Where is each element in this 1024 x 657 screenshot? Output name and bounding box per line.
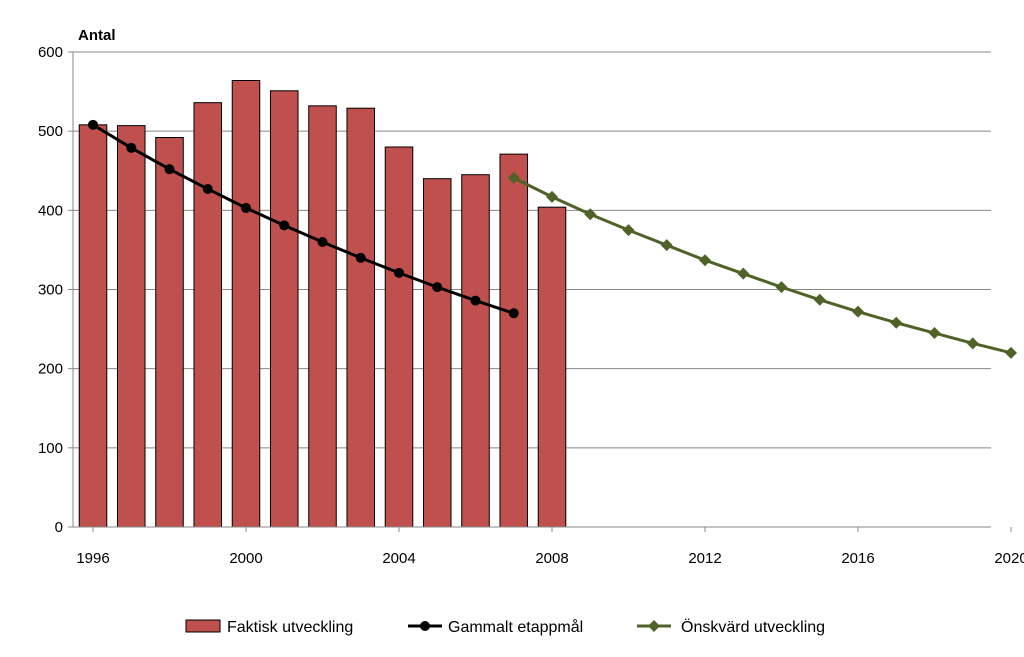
point-1-1999 xyxy=(202,183,213,194)
y-tick-label: 600 xyxy=(38,44,63,61)
point-1-2004 xyxy=(394,267,404,278)
y-tick-label: 300 xyxy=(38,282,63,299)
bar-1997 xyxy=(116,125,146,528)
legend: Faktisk utveckling Gammalt etappmål Önskvä… xyxy=(185,618,825,636)
point-2-2018 xyxy=(928,327,941,340)
point-2-2007 xyxy=(507,171,520,184)
point-1-2005 xyxy=(432,282,443,293)
gridlines xyxy=(73,51,991,449)
series-line-2 xyxy=(513,176,1012,355)
y-tick-label: 200 xyxy=(38,361,63,378)
x-tick-label: 2004 xyxy=(382,550,415,567)
point-1-2007 xyxy=(508,308,519,319)
legend-label-0: Faktisk utveckling xyxy=(227,619,353,636)
point-2-2008 xyxy=(546,190,558,203)
point-1-1998 xyxy=(164,164,175,175)
point-2-2013 xyxy=(737,267,750,280)
bar-2008 xyxy=(537,206,567,528)
point-2-2009 xyxy=(584,208,597,221)
point-1-2006 xyxy=(470,295,481,306)
x-tick-label: 2000 xyxy=(229,550,262,567)
bar-2000 xyxy=(231,80,261,528)
y-tick-label: 0 xyxy=(55,519,63,536)
bar-series xyxy=(78,80,567,528)
x-tick-label: 2020 xyxy=(994,550,1024,567)
legend-marker-2 xyxy=(648,620,660,632)
x-tick-label: 2016 xyxy=(841,550,874,567)
x-tick-label: 1996 xyxy=(76,550,109,567)
y-tick-label: 100 xyxy=(38,440,63,457)
line-series xyxy=(88,119,1017,359)
bar-2001 xyxy=(269,90,299,528)
point-1-1997 xyxy=(126,142,137,153)
point-2-2014 xyxy=(775,281,788,294)
point-2-2016 xyxy=(852,305,864,318)
legend-label-1: Gammalt etappmål xyxy=(448,618,583,636)
point-2-2012 xyxy=(699,254,711,267)
point-2-2020 xyxy=(1005,346,1017,359)
legend-swatch-bar xyxy=(185,619,221,633)
point-2-2019 xyxy=(966,337,979,350)
bar-1998 xyxy=(155,137,184,528)
bar-2005 xyxy=(422,178,452,528)
bar-2003 xyxy=(346,107,376,528)
point-1-2002 xyxy=(317,237,328,247)
x-tick-label: 2008 xyxy=(535,550,568,567)
point-2-2015 xyxy=(813,293,826,306)
bar-2004 xyxy=(384,146,414,528)
y-tick-label: 500 xyxy=(38,123,63,140)
legend-label-2: Önskvärd utveckling xyxy=(681,618,825,636)
legend-marker-1 xyxy=(420,621,430,631)
point-2-2017 xyxy=(890,316,903,329)
axes: 0 100 200 300 400 500 600 1996 2000 2004 2008 2012 2… xyxy=(38,44,1024,567)
bar-2002 xyxy=(308,105,337,528)
y-axis-label: Antal xyxy=(78,27,116,44)
bar-1996 xyxy=(78,124,108,528)
point-1-2003 xyxy=(355,252,366,263)
point-2-2010 xyxy=(622,224,635,237)
point-1-1996 xyxy=(88,119,98,130)
y-tick-label: 400 xyxy=(38,202,63,219)
x-tick-label: 2012 xyxy=(688,550,721,567)
point-1-2001 xyxy=(279,220,290,231)
series-line-1 xyxy=(92,123,515,315)
point-2-2011 xyxy=(660,239,673,252)
bar-2006 xyxy=(461,174,490,528)
bar-1999 xyxy=(193,102,223,528)
bar-2007 xyxy=(499,153,529,528)
point-1-2000 xyxy=(241,202,251,213)
